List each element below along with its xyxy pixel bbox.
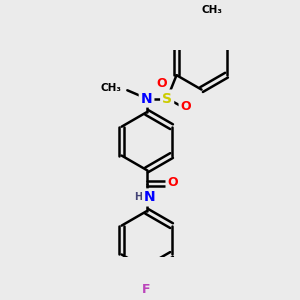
Text: O: O xyxy=(156,77,167,90)
Text: S: S xyxy=(162,92,172,106)
Text: N: N xyxy=(141,92,152,106)
Text: H: H xyxy=(134,192,142,202)
Text: N: N xyxy=(144,190,156,205)
Text: O: O xyxy=(180,100,191,113)
Text: CH₃: CH₃ xyxy=(101,83,122,93)
Text: F: F xyxy=(142,283,151,296)
Text: O: O xyxy=(167,176,178,189)
Text: CH₃: CH₃ xyxy=(201,5,222,15)
